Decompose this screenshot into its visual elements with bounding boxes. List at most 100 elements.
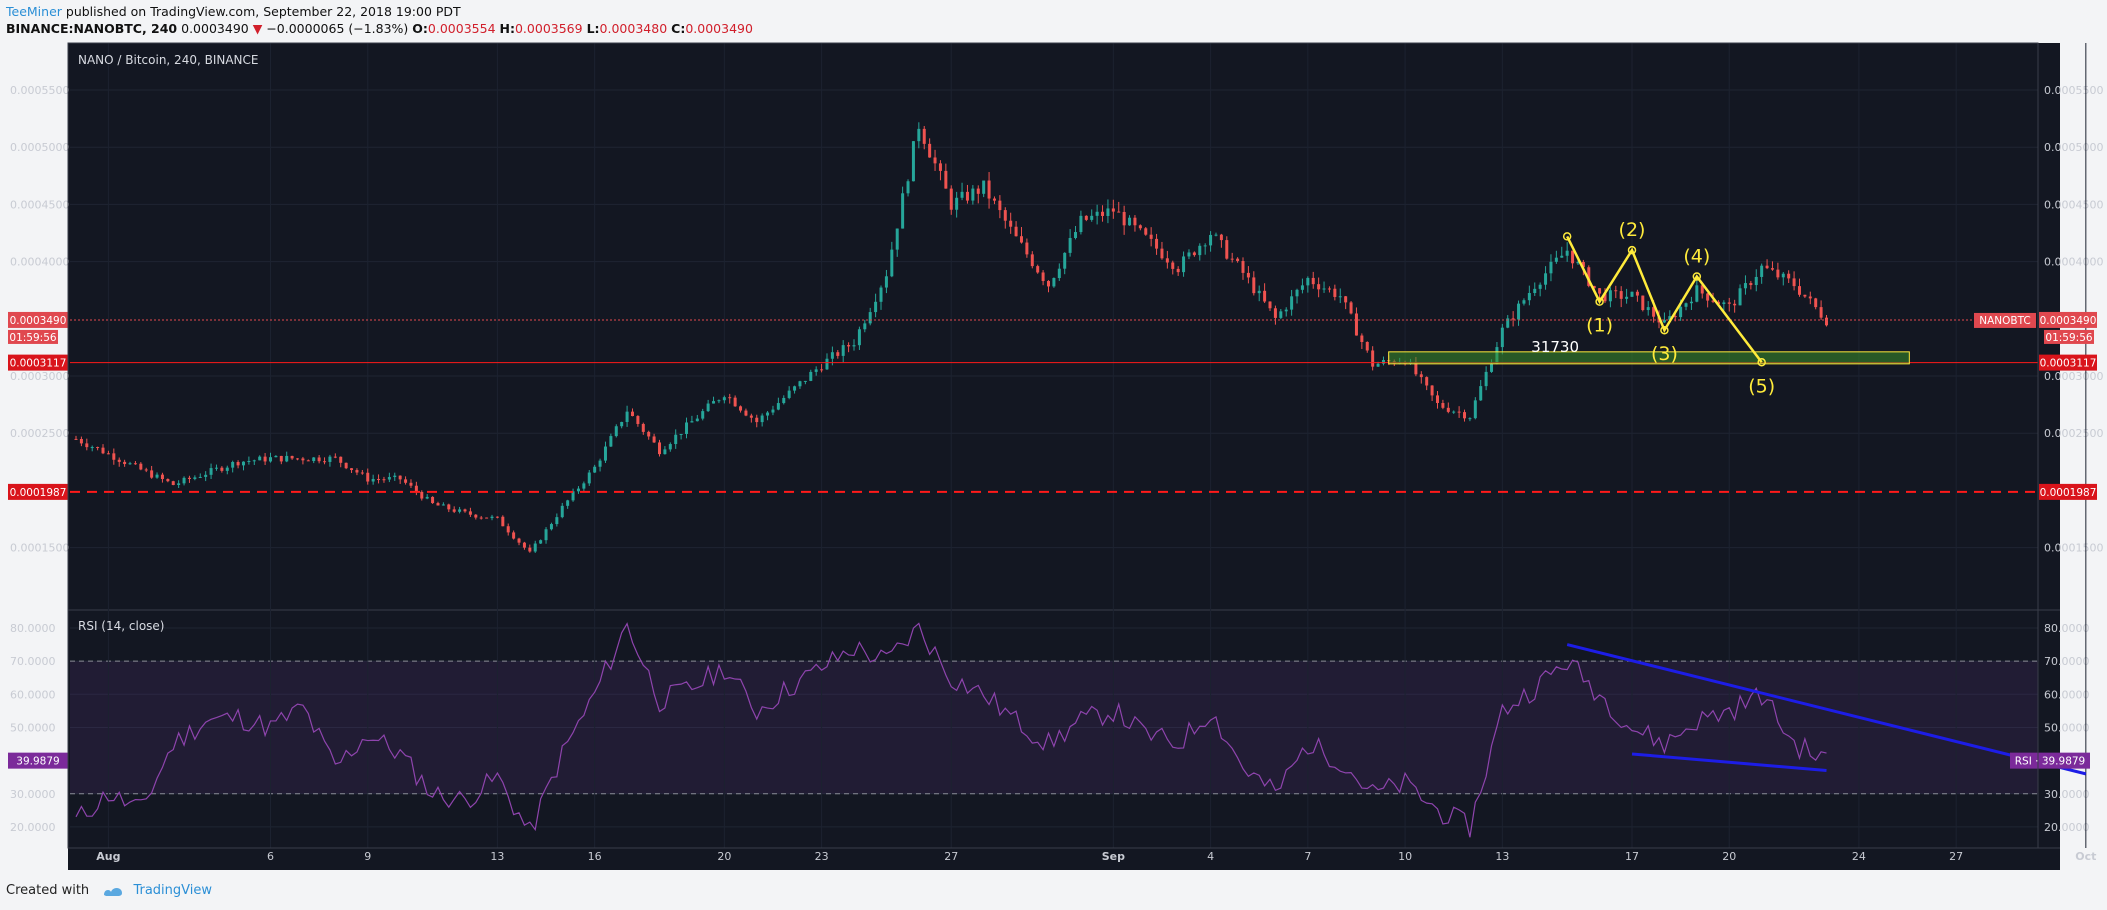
price-axis-label-left: 0.0002500 <box>10 427 70 440</box>
candle-body <box>382 479 386 481</box>
low-label: L: <box>586 21 600 36</box>
candle-body <box>1430 385 1434 396</box>
candle-body <box>1030 254 1034 267</box>
candle-body <box>1603 293 1607 302</box>
candle-body <box>1252 277 1256 294</box>
candle-body <box>544 529 548 541</box>
candle-body <box>74 438 78 440</box>
candle-body <box>1727 302 1731 304</box>
candle-body <box>512 532 516 539</box>
candle-body <box>296 458 300 460</box>
price-axis-label-right: 0.0005500 <box>2044 84 2104 97</box>
publish-line: TeeMiner published on TradingView.com, S… <box>6 4 461 19</box>
candle-body <box>1646 307 1650 311</box>
candle-body <box>285 455 289 462</box>
candle-body <box>674 434 678 445</box>
time-axis-label: Aug <box>96 850 120 863</box>
candle-body <box>679 433 683 435</box>
candle-body <box>166 479 170 482</box>
candle-body <box>1684 303 1688 307</box>
candle-body <box>1463 412 1467 419</box>
candle-body <box>1117 211 1121 213</box>
candle-body <box>1101 211 1105 216</box>
candle-body <box>344 462 348 469</box>
zone-label: 31730 <box>1531 338 1579 356</box>
price-axis-label-left: 0.0004500 <box>10 198 70 211</box>
candle-body <box>452 509 456 512</box>
candle-body <box>928 143 932 158</box>
time-axis-label: 20 <box>717 850 731 863</box>
candle-body <box>231 462 235 468</box>
wave-label: (5) <box>1748 375 1775 397</box>
candle-body <box>749 415 753 418</box>
price-axis-label-right: 0.0001500 <box>2044 542 2104 555</box>
candle-body <box>1376 363 1380 367</box>
candle-body <box>1025 242 1029 255</box>
rsi-value-right-bg <box>2010 752 2090 769</box>
candle-body <box>1230 258 1234 260</box>
candle-body <box>360 472 364 474</box>
candle-body <box>171 481 175 486</box>
candle-body <box>436 503 440 506</box>
candle-body <box>1019 236 1023 243</box>
candle-body <box>744 410 748 416</box>
candle-body <box>101 447 105 454</box>
high-label: H: <box>499 21 515 36</box>
level-label-right-bg <box>2039 311 2097 328</box>
countdown-right: 01:59:56 <box>2045 332 2092 344</box>
time-axis-label: 20 <box>1722 850 1736 863</box>
candle-body <box>809 371 813 381</box>
candle-body <box>1814 298 1818 308</box>
level-label-left-bg <box>8 354 68 371</box>
candle-body <box>1770 268 1774 270</box>
candle-body <box>1203 245 1207 247</box>
candle-body <box>771 409 775 413</box>
tradingview-link[interactable]: TradingView <box>133 883 212 898</box>
candle-body <box>1300 285 1304 290</box>
candle-body <box>1760 265 1764 277</box>
level-label-right-bg <box>2039 483 2097 500</box>
candle-body <box>485 517 489 519</box>
candle-body <box>652 436 656 443</box>
candle-body <box>658 442 661 455</box>
candle-body <box>1479 386 1483 401</box>
tradingview-logo-icon <box>104 887 123 896</box>
price-axis-label-right: 0.0003000 <box>2044 370 2104 383</box>
candle-body <box>1246 272 1250 278</box>
candle-body <box>1706 293 1710 301</box>
candle-body <box>350 468 354 471</box>
candle-body <box>1268 301 1272 309</box>
author-link[interactable]: TeeMiner <box>6 4 62 19</box>
candle-body <box>895 228 899 250</box>
candle-body <box>420 491 424 499</box>
level-label-left: 0.0001987 <box>10 487 67 499</box>
candle-body <box>1003 210 1007 221</box>
candle-body <box>490 516 494 519</box>
wave-label: (3) <box>1651 343 1678 365</box>
candle-body <box>1317 284 1321 290</box>
candle-body <box>1257 290 1261 294</box>
pane-title: NANO / Bitcoin, 240, BINANCE <box>78 53 259 67</box>
candle-body <box>787 390 791 398</box>
time-axis-label: 9 <box>364 850 371 863</box>
rsi-value-right: RSI · 39.9879 <box>2015 756 2086 768</box>
candle-body <box>1047 280 1050 287</box>
close-label: C: <box>671 21 686 36</box>
candle-body <box>1446 407 1450 412</box>
rsi-axis-label-right: 60.0000 <box>2044 688 2090 701</box>
candle-body <box>1452 411 1456 413</box>
candle-body <box>1128 217 1132 226</box>
candle-body <box>501 516 505 527</box>
candle-body <box>90 447 94 449</box>
support-zone <box>1388 351 1910 365</box>
time-axis-label: 4 <box>1207 850 1214 863</box>
candle-body <box>506 526 510 533</box>
candle-body <box>495 516 499 518</box>
candle-body <box>1781 273 1785 278</box>
candle-body <box>1441 403 1445 408</box>
candle-body <box>728 397 732 399</box>
candle-body <box>1106 208 1110 216</box>
candle-body <box>625 411 629 423</box>
candle-body <box>112 453 116 460</box>
